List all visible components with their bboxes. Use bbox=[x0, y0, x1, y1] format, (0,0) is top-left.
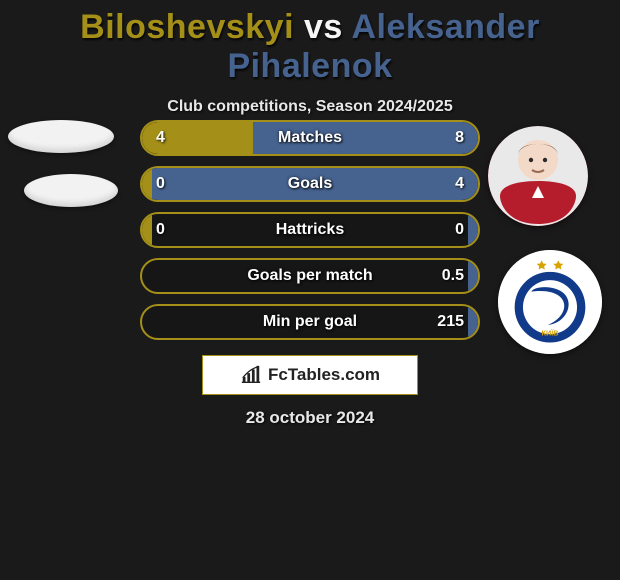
stat-fill-right bbox=[468, 306, 478, 338]
stat-label: Min per goal bbox=[142, 306, 478, 338]
title-mid: vs bbox=[294, 8, 351, 46]
bar-chart-icon bbox=[240, 364, 262, 386]
stat-fill-right bbox=[152, 168, 478, 200]
player-avatar-svg bbox=[488, 126, 588, 226]
stats-panel: Matches48 Goals04 Hattricks0 0 Goals per mat… bbox=[140, 120, 480, 350]
stat-fill-left bbox=[142, 214, 152, 246]
stat-row: Min per goal215 bbox=[140, 304, 480, 340]
stat-fill-left bbox=[142, 122, 253, 154]
stat-fill-right bbox=[253, 122, 478, 154]
page-title: Biloshevskyi vs Aleksander Pihalenok bbox=[0, 0, 620, 86]
club-badge: КИЇВ bbox=[498, 250, 602, 354]
stat-fill-right bbox=[468, 214, 478, 246]
stat-fill-left bbox=[142, 168, 152, 200]
date-text: 28 october 2024 bbox=[0, 408, 620, 428]
player-avatar bbox=[488, 126, 588, 226]
stat-row: Matches48 bbox=[140, 120, 480, 156]
left-ellipse-1 bbox=[8, 120, 114, 153]
svg-text:КИЇВ: КИЇВ bbox=[542, 328, 559, 337]
stat-val-right: 0.5 bbox=[442, 260, 464, 292]
brand-logo[interactable]: FcTables.com bbox=[202, 355, 418, 395]
club-badge-svg: КИЇВ bbox=[498, 250, 602, 354]
stat-label: Hattricks bbox=[142, 214, 478, 246]
subtitle: Club competitions, Season 2024/2025 bbox=[0, 98, 620, 116]
stat-row: Goals04 bbox=[140, 166, 480, 202]
stat-fill-right bbox=[468, 260, 478, 292]
stat-row: Hattricks0 0 bbox=[140, 212, 480, 248]
title-left: Biloshevskyi bbox=[80, 8, 294, 46]
brand-text: FcTables.com bbox=[268, 365, 380, 385]
content: Biloshevskyi vs Aleksander Pihalenok Clu… bbox=[0, 0, 620, 580]
stat-label: Goals per match bbox=[142, 260, 478, 292]
stat-row: Goals per match0.5 bbox=[140, 258, 480, 294]
stat-val-left: 0 bbox=[156, 214, 165, 246]
stat-val-right: 0 bbox=[455, 214, 464, 246]
stat-val-right: 215 bbox=[437, 306, 464, 338]
left-ellipse-2 bbox=[24, 174, 118, 207]
